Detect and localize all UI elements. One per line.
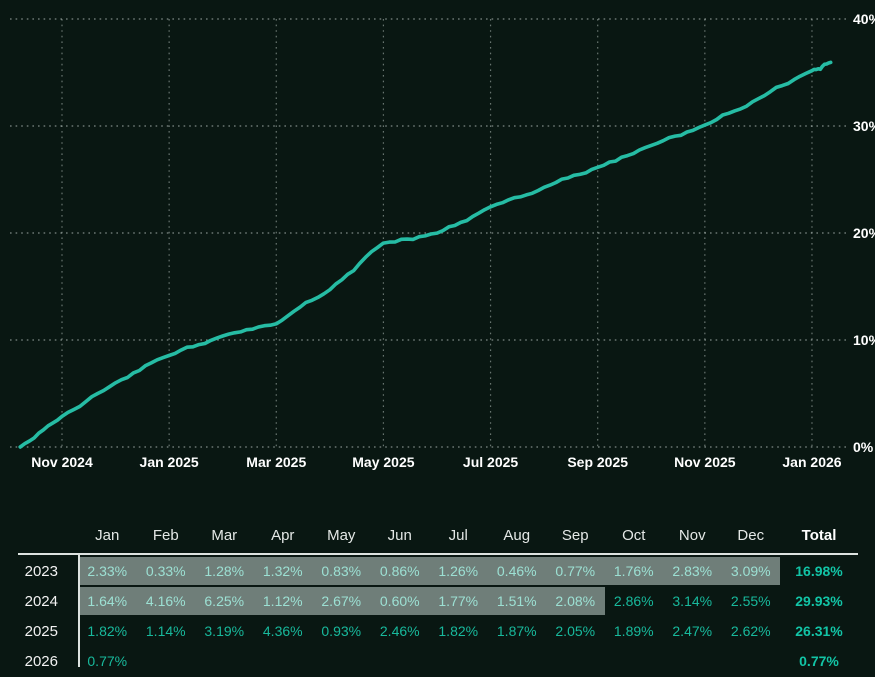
header-row: Jan Feb Mar Apr May Jun Jul Aug Sep Oct Nov Dec Tota…	[18, 518, 858, 555]
return-cell: 2.33%	[78, 557, 137, 585]
year-label: 2023	[24, 562, 58, 580]
table-row-2024: 2024 1.64% 4.16% 6.25% 1.12% 2.67% 0.60% 1.77% 1…	[18, 587, 858, 615]
month-column-header: Oct	[604, 518, 663, 555]
returns-table: Jan Feb Mar Apr May Jun Jul Aug Sep Oct Nov Dec Tota…	[18, 516, 858, 677]
return-cell: 1.14%	[145, 623, 186, 639]
y-axis-tick-label: 0%	[853, 439, 874, 455]
month-column-header: Jul	[429, 518, 488, 555]
month-column-header: Dec	[721, 518, 780, 555]
cumulative-return-chart: 0% 10% 20% 30% 40% Nov 2024 Jan 2025 Mar 2025 Ma…	[10, 11, 875, 470]
table-row-2023: 2023 2.33% 0.33% 1.28% 1.32% 0.83% 0.86% 1.26% 0…	[18, 557, 858, 585]
return-cell: 1.82%	[87, 623, 128, 639]
return-cell	[195, 647, 254, 675]
total-cell: 16.98%	[795, 563, 843, 579]
x-axis-tick-label: May 2025	[352, 454, 414, 470]
month-column-header: Mar	[195, 518, 254, 555]
return-cell: 4.16%	[136, 587, 195, 615]
return-cell: 0.86%	[370, 557, 429, 585]
return-cell: 1.89%	[613, 623, 654, 639]
month-column-header: Jan	[78, 518, 137, 555]
return-cell	[312, 647, 371, 675]
table-row-2025: 2025 1.82% 1.14% 3.19% 4.36% 0.93% 2.46% 1.82% 1…	[18, 617, 858, 645]
return-cell: 1.87%	[496, 623, 537, 639]
return-cell	[254, 647, 313, 675]
return-cell: 2.55%	[730, 593, 771, 609]
total-cell: 0.77%	[799, 653, 839, 669]
chart-canvas: 0% 10% 20% 30% 40% Nov 2024 Jan 2025 Mar 2025 Ma…	[10, 11, 875, 470]
return-cell: 1.82%	[438, 623, 479, 639]
return-cell	[429, 647, 488, 675]
return-cell: 0.93%	[321, 623, 362, 639]
return-cell: 0.60%	[370, 587, 429, 615]
return-cell	[488, 647, 547, 675]
cumulative-return-line	[18, 60, 833, 449]
return-cell	[605, 647, 664, 675]
return-cell: 0.77%	[87, 653, 128, 669]
y-axis-tick-label: 10%	[853, 332, 875, 348]
return-cell: 2.46%	[379, 623, 420, 639]
total-column-header: Total	[780, 518, 858, 555]
year-label: 2024	[24, 592, 58, 610]
return-cell: 1.51%	[487, 587, 546, 615]
return-cell: 1.12%	[253, 587, 312, 615]
return-cell	[137, 647, 196, 675]
return-cell	[722, 647, 781, 675]
x-axis-tick-label: Nov 2025	[674, 454, 736, 470]
return-cell: 2.47%	[672, 623, 713, 639]
table-row-2026: 2026 0.77% 0.77%	[18, 647, 858, 675]
total-cell: 29.93%	[795, 593, 843, 609]
month-column-header: Aug	[487, 518, 546, 555]
x-axis-tick-label: Jul 2025	[463, 454, 518, 470]
return-cell: 3.14%	[672, 593, 713, 609]
y-axis-tick-label: 30%	[853, 118, 875, 134]
return-cell: 1.77%	[429, 587, 488, 615]
return-cell: 2.83%	[663, 557, 722, 585]
return-cell: 2.86%	[613, 593, 654, 609]
return-cell: 0.46%	[487, 557, 546, 585]
year-label: 2025	[24, 622, 58, 640]
return-cell: 0.77%	[546, 557, 605, 585]
return-cell: 3.09%	[721, 557, 780, 585]
total-cell: 26.31%	[795, 623, 843, 639]
return-cell	[371, 647, 430, 675]
x-axis-tick-label: Nov 2024	[31, 454, 93, 470]
return-cell: 1.32%	[253, 557, 312, 585]
return-cell: 1.26%	[429, 557, 488, 585]
x-axis-tick-label: Jan 2026	[782, 454, 841, 470]
return-cell: 6.25%	[195, 587, 254, 615]
month-column-header: Feb	[136, 518, 195, 555]
x-axis-tick-label: Sep 2025	[567, 454, 628, 470]
table-year-separator	[78, 553, 80, 667]
y-axis-tick-label: 40%	[853, 11, 875, 27]
return-cell: 4.36%	[262, 623, 303, 639]
month-column-header: Nov	[663, 518, 722, 555]
return-cell: 1.76%	[604, 557, 663, 585]
month-column-header: Sep	[546, 518, 605, 555]
return-cell: 2.67%	[312, 587, 371, 615]
y-axis-tick-label: 20%	[853, 225, 875, 241]
returns-table-header: Jan Feb Mar Apr May Jun Jul Aug Sep Oct Nov Dec Tota…	[18, 518, 858, 555]
x-axis-tick-label: Mar 2025	[246, 454, 306, 470]
x-axis-tick-label: Jan 2025	[140, 454, 199, 470]
return-cell: 2.62%	[730, 623, 771, 639]
return-cell: 1.28%	[195, 557, 254, 585]
return-cell: 1.64%	[78, 587, 137, 615]
year-column-header	[18, 518, 78, 555]
month-column-header: Jun	[370, 518, 429, 555]
return-cell: 0.83%	[312, 557, 371, 585]
month-column-header: Apr	[253, 518, 312, 555]
return-cell	[546, 647, 605, 675]
monthly-returns-table: Jan Feb Mar Apr May Jun Jul Aug Sep Oct Nov Dec Tota…	[18, 516, 858, 670]
return-cell: 2.05%	[555, 623, 596, 639]
return-cell: 2.08%	[546, 587, 605, 615]
year-label: 2026	[24, 652, 58, 670]
return-cell: 0.33%	[136, 557, 195, 585]
return-cell	[663, 647, 722, 675]
return-cell: 3.19%	[204, 623, 245, 639]
month-column-header: May	[312, 518, 371, 555]
